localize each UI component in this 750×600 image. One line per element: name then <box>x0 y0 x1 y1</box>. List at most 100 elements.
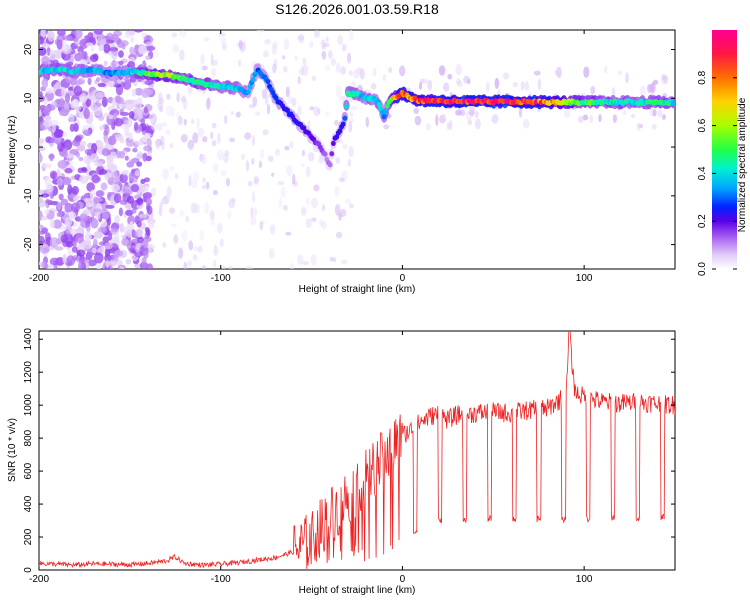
spectrogram-y-tick-label: 10 <box>23 92 34 104</box>
noise-blob <box>264 38 271 45</box>
noise-blob <box>91 217 97 226</box>
noise-blob <box>115 150 121 159</box>
noise-blob <box>136 203 144 210</box>
noise-blob <box>73 122 79 133</box>
noise-blob <box>244 132 252 140</box>
noise-blob <box>382 73 387 82</box>
noise-blob <box>158 92 163 102</box>
noise-blob <box>169 207 176 214</box>
noise-blob <box>111 98 116 109</box>
noise-blob <box>413 107 419 114</box>
noise-blob <box>61 51 71 61</box>
noise-blob <box>110 48 119 60</box>
noise-blob <box>129 220 134 231</box>
noise-blob <box>286 165 293 176</box>
noise-blob <box>347 158 352 167</box>
noise-blob <box>163 194 170 205</box>
ridge-core <box>334 134 340 140</box>
noise-blob <box>281 55 286 60</box>
noise-blob <box>228 265 233 269</box>
snr-x-tick-label: 100 <box>576 574 593 585</box>
noise-blob <box>252 96 258 107</box>
noise-blob <box>271 172 275 177</box>
noise-blob <box>350 105 358 111</box>
noise-blob <box>269 224 276 235</box>
noise-blob <box>302 57 307 65</box>
noise-blob <box>118 50 124 58</box>
noise-blob <box>71 81 81 87</box>
noise-blob <box>41 43 51 48</box>
noise-blob <box>272 63 277 74</box>
noise-blob <box>333 257 337 263</box>
noise-blob <box>61 86 67 98</box>
noise-blob <box>618 70 622 76</box>
colorbar-label: Normalized spectral amplitude <box>737 97 748 232</box>
noise-blob <box>93 252 104 264</box>
noise-blob <box>110 151 117 160</box>
noise-blob <box>318 219 324 226</box>
noise-blob <box>131 88 137 97</box>
noise-blob <box>144 132 152 138</box>
noise-blob <box>372 67 377 77</box>
noise-blob <box>62 132 68 138</box>
noise-blob <box>223 114 228 125</box>
noise-blob <box>39 195 43 204</box>
noise-blob <box>173 234 179 244</box>
ridge-core <box>384 103 390 109</box>
noise-blob <box>348 145 354 158</box>
noise-blob <box>105 260 110 269</box>
noise-blob <box>176 92 180 103</box>
noise-blob <box>150 118 155 124</box>
noise-blob <box>330 58 336 66</box>
noise-blob <box>74 233 84 244</box>
noise-blob <box>49 237 60 248</box>
noise-blob <box>51 123 56 133</box>
noise-blob <box>131 208 137 214</box>
colorbar-tick-label: 0.6 <box>697 118 708 132</box>
noise-blob <box>438 65 446 76</box>
noise-blob <box>340 65 346 72</box>
noise-blob <box>520 80 525 91</box>
noise-blob <box>162 168 169 180</box>
spectrogram-x-tick-label: 100 <box>576 273 593 284</box>
noise-blob <box>302 261 309 266</box>
noise-blob <box>98 168 108 175</box>
noise-blob <box>84 148 95 155</box>
noise-blob <box>589 114 594 124</box>
noise-blob <box>661 114 667 121</box>
noise-blob <box>305 218 312 228</box>
noise-blob <box>210 220 216 226</box>
snr-y-tick-label: 1000 <box>23 394 34 417</box>
ridge-core <box>247 84 253 90</box>
noise-blob <box>636 122 641 132</box>
noise-blob <box>310 253 317 266</box>
noise-blob <box>278 197 283 209</box>
noise-blob <box>39 146 46 152</box>
noise-blob <box>113 112 118 119</box>
noise-blob <box>218 32 226 37</box>
noise-blob <box>348 70 354 76</box>
noise-blob <box>253 207 258 216</box>
snr-line <box>39 331 675 569</box>
noise-blob <box>229 137 236 143</box>
noise-blob <box>144 226 150 233</box>
noise-blob <box>263 50 269 58</box>
noise-blob <box>60 234 69 244</box>
noise-blob <box>365 116 370 128</box>
noise-blob <box>191 119 195 124</box>
noise-blob <box>241 153 245 160</box>
noise-blob <box>107 177 116 186</box>
noise-blob <box>43 106 51 116</box>
noise-blob <box>448 119 453 131</box>
noise-blob <box>151 123 157 131</box>
noise-blob <box>219 238 224 248</box>
noise-blob <box>49 153 54 162</box>
noise-blob <box>96 140 104 148</box>
noise-blob <box>107 216 112 226</box>
noise-blob <box>77 167 84 174</box>
noise-blob <box>67 184 73 195</box>
noise-blob <box>202 136 208 143</box>
noise-blob <box>62 147 68 159</box>
spectrogram-y-tick-label: -20 <box>23 237 34 252</box>
noise-blob <box>169 142 174 149</box>
